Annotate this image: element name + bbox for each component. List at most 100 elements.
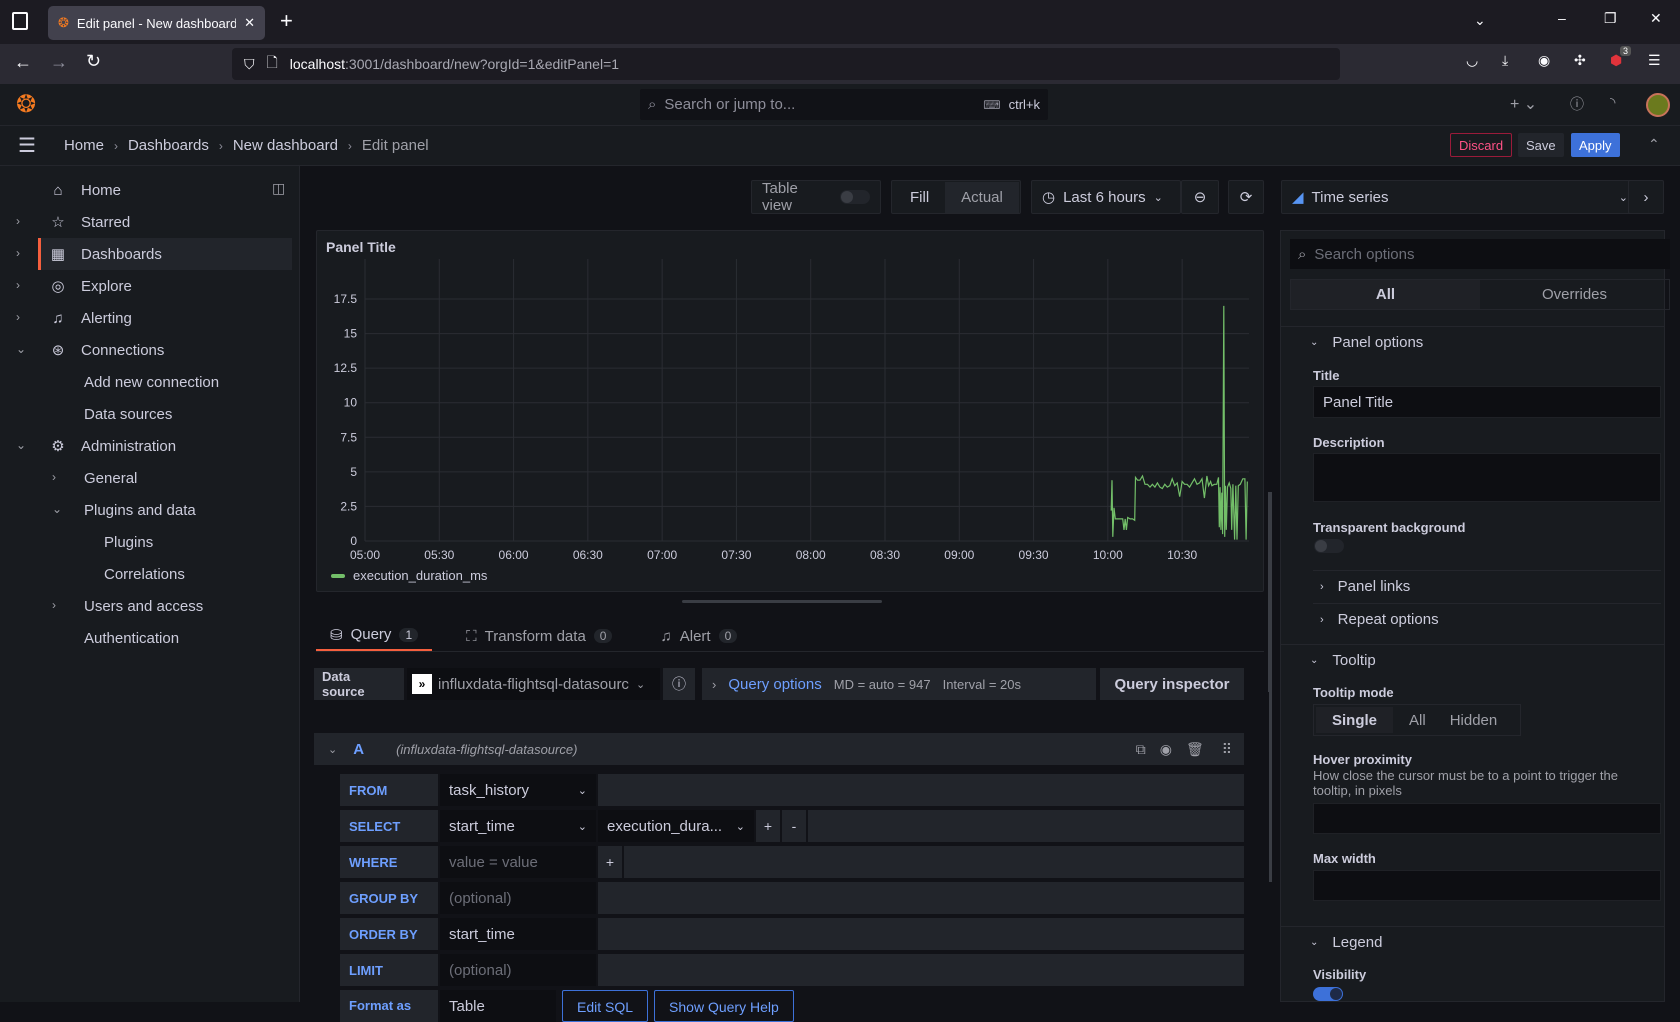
options-search[interactable]: ⌕Search options	[1290, 239, 1670, 269]
fill-button[interactable]: Fill	[894, 182, 945, 213]
transparent-background-toggle[interactable]	[1314, 539, 1344, 553]
actual-button[interactable]: Actual	[945, 182, 1019, 213]
group-by-input[interactable]: (optional)	[440, 882, 596, 914]
section-repeat-options[interactable]: ›Repeat options	[1320, 611, 1439, 628]
max-width-input[interactable]	[1313, 870, 1661, 901]
query-options-button[interactable]: › Query options MD = auto = 947 Interval…	[702, 668, 1096, 700]
extensions-icon[interactable]: ✣	[1574, 52, 1586, 69]
help-icon[interactable]: ⓘ	[1570, 94, 1584, 114]
remove-column-button[interactable]: -	[782, 810, 806, 842]
order-by-input[interactable]: start_time	[440, 918, 596, 950]
chevron-right-icon[interactable]: ›	[16, 246, 20, 260]
account-icon[interactable]: ◉	[1538, 52, 1550, 69]
breadcrumb-new-dashboard[interactable]: New dashboard	[233, 137, 338, 154]
sidebar-item-connections[interactable]: ⊛Connections	[38, 334, 164, 366]
add-new-icon[interactable]: + ⌄	[1510, 94, 1537, 114]
sidebar-item-explore[interactable]: ◎Explore	[38, 270, 132, 302]
duplicate-icon[interactable]: ⧉	[1136, 741, 1146, 758]
show-query-help-button[interactable]: Show Query Help	[654, 990, 794, 1022]
options-scrollbar[interactable]	[1268, 492, 1271, 692]
collapse-query-icon[interactable]: ⌄	[328, 743, 337, 756]
browser-tab[interactable]: ❂ Edit panel - New dashboard - D ✕	[48, 6, 265, 40]
edit-sql-button[interactable]: Edit SQL	[562, 990, 648, 1022]
mode-hidden[interactable]: Hidden	[1442, 707, 1506, 733]
section-tooltip[interactable]: ⌄Tooltip	[1310, 652, 1376, 669]
legend-visibility-toggle[interactable]	[1313, 987, 1343, 1001]
add-column-button[interactable]: +	[756, 810, 780, 842]
panel-resize-handle[interactable]	[682, 600, 882, 603]
sidebar-item-data-sources[interactable]: Data sources	[84, 398, 172, 430]
select-column-2[interactable]: execution_dura...⌄	[598, 810, 754, 842]
drag-handle-icon[interactable]: ⠿	[1222, 741, 1232, 758]
discard-button[interactable]: Discard	[1450, 133, 1512, 157]
datasource-select[interactable]: » influxdata-flightsql-datasourc ⌄	[408, 668, 660, 700]
downloads-icon[interactable]: ⤓	[1502, 52, 1508, 69]
chevron-down-icon[interactable]: ⌄	[16, 438, 26, 452]
search-bar[interactable]: ⌕ Search or jump to... ⌨ ctrl+k	[640, 89, 1048, 120]
close-tab-icon[interactable]: ✕	[244, 15, 255, 31]
query-inspector-button[interactable]: Query inspector	[1100, 668, 1244, 700]
sidebar-item-plugins-and-data[interactable]: Plugins and data	[84, 494, 196, 526]
user-avatar[interactable]	[1646, 93, 1670, 117]
sidebar-item-users-and-access[interactable]: Users and access	[84, 590, 203, 622]
eye-icon[interactable]: ◉	[1160, 741, 1172, 758]
legend[interactable]: execution_duration_ms	[331, 568, 487, 583]
where-input[interactable]: value = value	[440, 846, 596, 878]
query-ref[interactable]: A	[353, 741, 364, 758]
forward-icon[interactable]: →	[50, 52, 68, 73]
chevron-right-icon[interactable]: ›	[16, 214, 20, 228]
reload-icon[interactable]: ↻	[86, 51, 101, 72]
close-window-icon[interactable]: ✕	[1650, 10, 1662, 27]
chevron-right-icon[interactable]: ›	[16, 278, 20, 292]
description-textarea[interactable]	[1313, 453, 1661, 502]
close-options-button[interactable]: ›	[1628, 180, 1664, 214]
sidebar-item-plugins[interactable]: Plugins	[104, 526, 153, 558]
section-panel-links[interactable]: ›Panel links	[1320, 578, 1410, 595]
trash-icon[interactable]: 🗑	[1186, 741, 1204, 758]
sidebar-item-authentication[interactable]: Authentication	[84, 622, 179, 654]
back-icon[interactable]: ←	[14, 52, 32, 73]
visualization-picker[interactable]: ◢ Time series ⌄	[1281, 180, 1639, 214]
tab-alert[interactable]: ♫ Alert0	[646, 620, 751, 652]
table-view-toggle[interactable]: Table view	[751, 180, 881, 214]
chevron-down-icon[interactable]: ⌄	[52, 502, 62, 516]
tab-query[interactable]: ⛁ Query1	[316, 620, 432, 652]
sidebar-item-alerting[interactable]: ♫Alerting	[38, 302, 132, 334]
table-view-switch[interactable]	[840, 190, 870, 204]
tab-all[interactable]: All	[1291, 280, 1480, 309]
sidebar-item-correlations[interactable]: Correlations	[104, 558, 185, 590]
menu-icon[interactable]: ☰	[1648, 52, 1661, 69]
time-picker[interactable]: ◷ Last 6 hours ⌄	[1031, 180, 1181, 214]
tab-transform[interactable]: ⛶ Transform data0	[452, 620, 626, 652]
breadcrumb-home[interactable]: Home	[64, 137, 104, 154]
restore-icon[interactable]: ❐	[1604, 10, 1617, 27]
minimize-icon[interactable]: –	[1558, 10, 1566, 26]
sidebar-item-starred[interactable]: ☆Starred	[38, 206, 130, 238]
chevron-right-icon[interactable]: ›	[16, 310, 20, 324]
news-icon[interactable]: ◝	[1610, 94, 1615, 111]
zoom-out-button[interactable]: ⊖	[1181, 180, 1219, 214]
sidebar-item-add-new-connection[interactable]: Add new connection	[84, 366, 219, 398]
sidebar-item-general[interactable]: General	[84, 462, 137, 494]
format-select[interactable]: Table	[440, 990, 556, 1022]
sidebar-item-dashboards[interactable]: ▦Dashboards	[38, 238, 292, 270]
sidebar-item-home[interactable]: ⌂Home	[38, 174, 121, 206]
datasource-help-button[interactable]: ⓘ	[663, 668, 695, 700]
section-panel-options[interactable]: ⌄Panel options	[1310, 334, 1423, 351]
select-column-1[interactable]: start_time⌄	[440, 810, 596, 842]
dock-menu-icon[interactable]: ◫	[272, 180, 285, 197]
grafana-logo[interactable]: ❂	[16, 90, 36, 119]
address-bar[interactable]: ⛉ 🗋 localhost:3001/dashboard/new?orgId=1…	[232, 48, 1340, 80]
sidebar-item-administration[interactable]: ⚙Administration	[38, 430, 176, 462]
add-filter-button[interactable]: +	[598, 846, 622, 878]
hover-proximity-input[interactable]	[1313, 803, 1661, 834]
tab-list-icon[interactable]: ⌄	[1474, 12, 1486, 29]
chevron-right-icon[interactable]: ›	[52, 470, 56, 484]
from-select[interactable]: task_history⌄	[440, 774, 596, 806]
section-legend[interactable]: ⌄Legend	[1310, 934, 1382, 951]
tab-overview-icon[interactable]	[12, 12, 28, 30]
menu-toggle-icon[interactable]: ☰	[18, 133, 36, 158]
chevron-right-icon[interactable]: ›	[52, 598, 56, 612]
collapse-icon[interactable]: ⌃	[1648, 136, 1660, 153]
mode-all[interactable]: All	[1393, 707, 1442, 733]
